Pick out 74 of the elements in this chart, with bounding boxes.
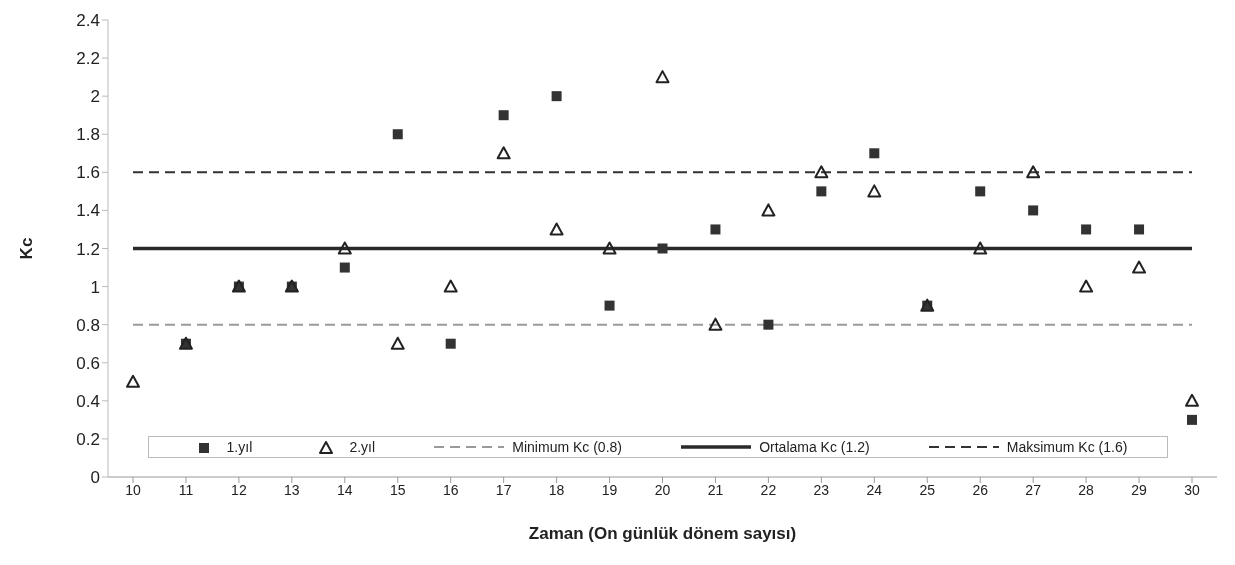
point <box>708 317 723 331</box>
legend-label: Ortalama Kc (1.2) <box>759 439 870 455</box>
point <box>1028 205 1039 216</box>
point <box>710 224 721 235</box>
y-axis-title: Kc <box>17 237 37 260</box>
x-tick-label: 15 <box>389 481 406 498</box>
x-tick-label: 14 <box>337 481 353 498</box>
x-tick-label: 30 <box>1184 481 1200 498</box>
point <box>657 243 668 254</box>
x-tick-label: 11 <box>178 481 194 498</box>
point <box>392 129 403 140</box>
point <box>867 184 882 198</box>
x-tick-label: 16 <box>442 481 459 498</box>
point <box>1134 224 1145 235</box>
y-tick-label: 2 <box>90 87 100 107</box>
point <box>1132 260 1147 274</box>
x-tick-label: 22 <box>760 481 777 498</box>
point <box>498 110 509 121</box>
x-tick-label: 10 <box>125 481 141 498</box>
point <box>126 374 140 388</box>
point <box>1079 279 1094 293</box>
x-tick-label: 24 <box>866 481 883 498</box>
x-tick-label: 23 <box>813 481 830 498</box>
legend-label: 2.yıl <box>349 439 376 455</box>
y-tick-label: 2.2 <box>76 49 100 69</box>
x-tick-label: 19 <box>601 481 618 498</box>
legend-label: Maksimum Kc (1.6) <box>1006 439 1128 455</box>
legend-label: 1.yıl <box>226 439 253 455</box>
point <box>975 186 986 197</box>
point <box>1185 393 1199 407</box>
point <box>602 241 617 255</box>
y-tick-label: 1.6 <box>76 163 100 183</box>
point <box>551 91 562 102</box>
y-tick-label: 1.2 <box>76 239 100 259</box>
y-tick-label: 2.4 <box>76 11 100 31</box>
y-tick-label: 0.8 <box>76 315 100 335</box>
x-tick-label: 29 <box>1131 481 1148 498</box>
x-tick-label: 20 <box>654 481 671 498</box>
point <box>390 336 405 350</box>
point <box>816 186 827 197</box>
y-tick-label: 1.8 <box>76 125 100 145</box>
point <box>1187 414 1197 425</box>
x-tick-label: 12 <box>231 481 247 498</box>
x-tick-label: 28 <box>1078 481 1095 498</box>
x-tick-label: 27 <box>1025 481 1042 498</box>
y-tick-label: 0.4 <box>76 391 100 411</box>
x-tick-label: 25 <box>919 481 936 498</box>
x-tick-label: 13 <box>284 481 300 498</box>
x-tick-label: 17 <box>495 481 512 498</box>
x-tick-label: 18 <box>548 481 565 498</box>
point <box>814 165 829 179</box>
point <box>443 279 458 293</box>
point <box>445 338 456 349</box>
x-tick-label: 21 <box>707 481 724 498</box>
point <box>761 203 776 217</box>
y-tick-label: 0.6 <box>76 353 100 373</box>
point <box>604 300 615 311</box>
x-tick-label: 26 <box>972 481 989 498</box>
point <box>339 262 350 273</box>
point <box>337 241 352 255</box>
y-tick-label: 0 <box>90 468 100 488</box>
y-tick-label: 1.4 <box>76 201 100 221</box>
point <box>496 146 511 160</box>
point <box>1026 165 1041 179</box>
y-tick-label: 0.2 <box>76 429 100 449</box>
point <box>1081 224 1092 235</box>
point <box>869 148 880 159</box>
point <box>763 319 774 330</box>
point <box>973 241 988 255</box>
legend-label: Minimum Kc (0.8) <box>512 439 622 455</box>
point <box>655 70 670 84</box>
x-axis-title: Zaman (On günlük dönem sayısı) <box>528 524 797 543</box>
point <box>549 222 564 236</box>
y-tick-label: 1 <box>90 277 100 297</box>
